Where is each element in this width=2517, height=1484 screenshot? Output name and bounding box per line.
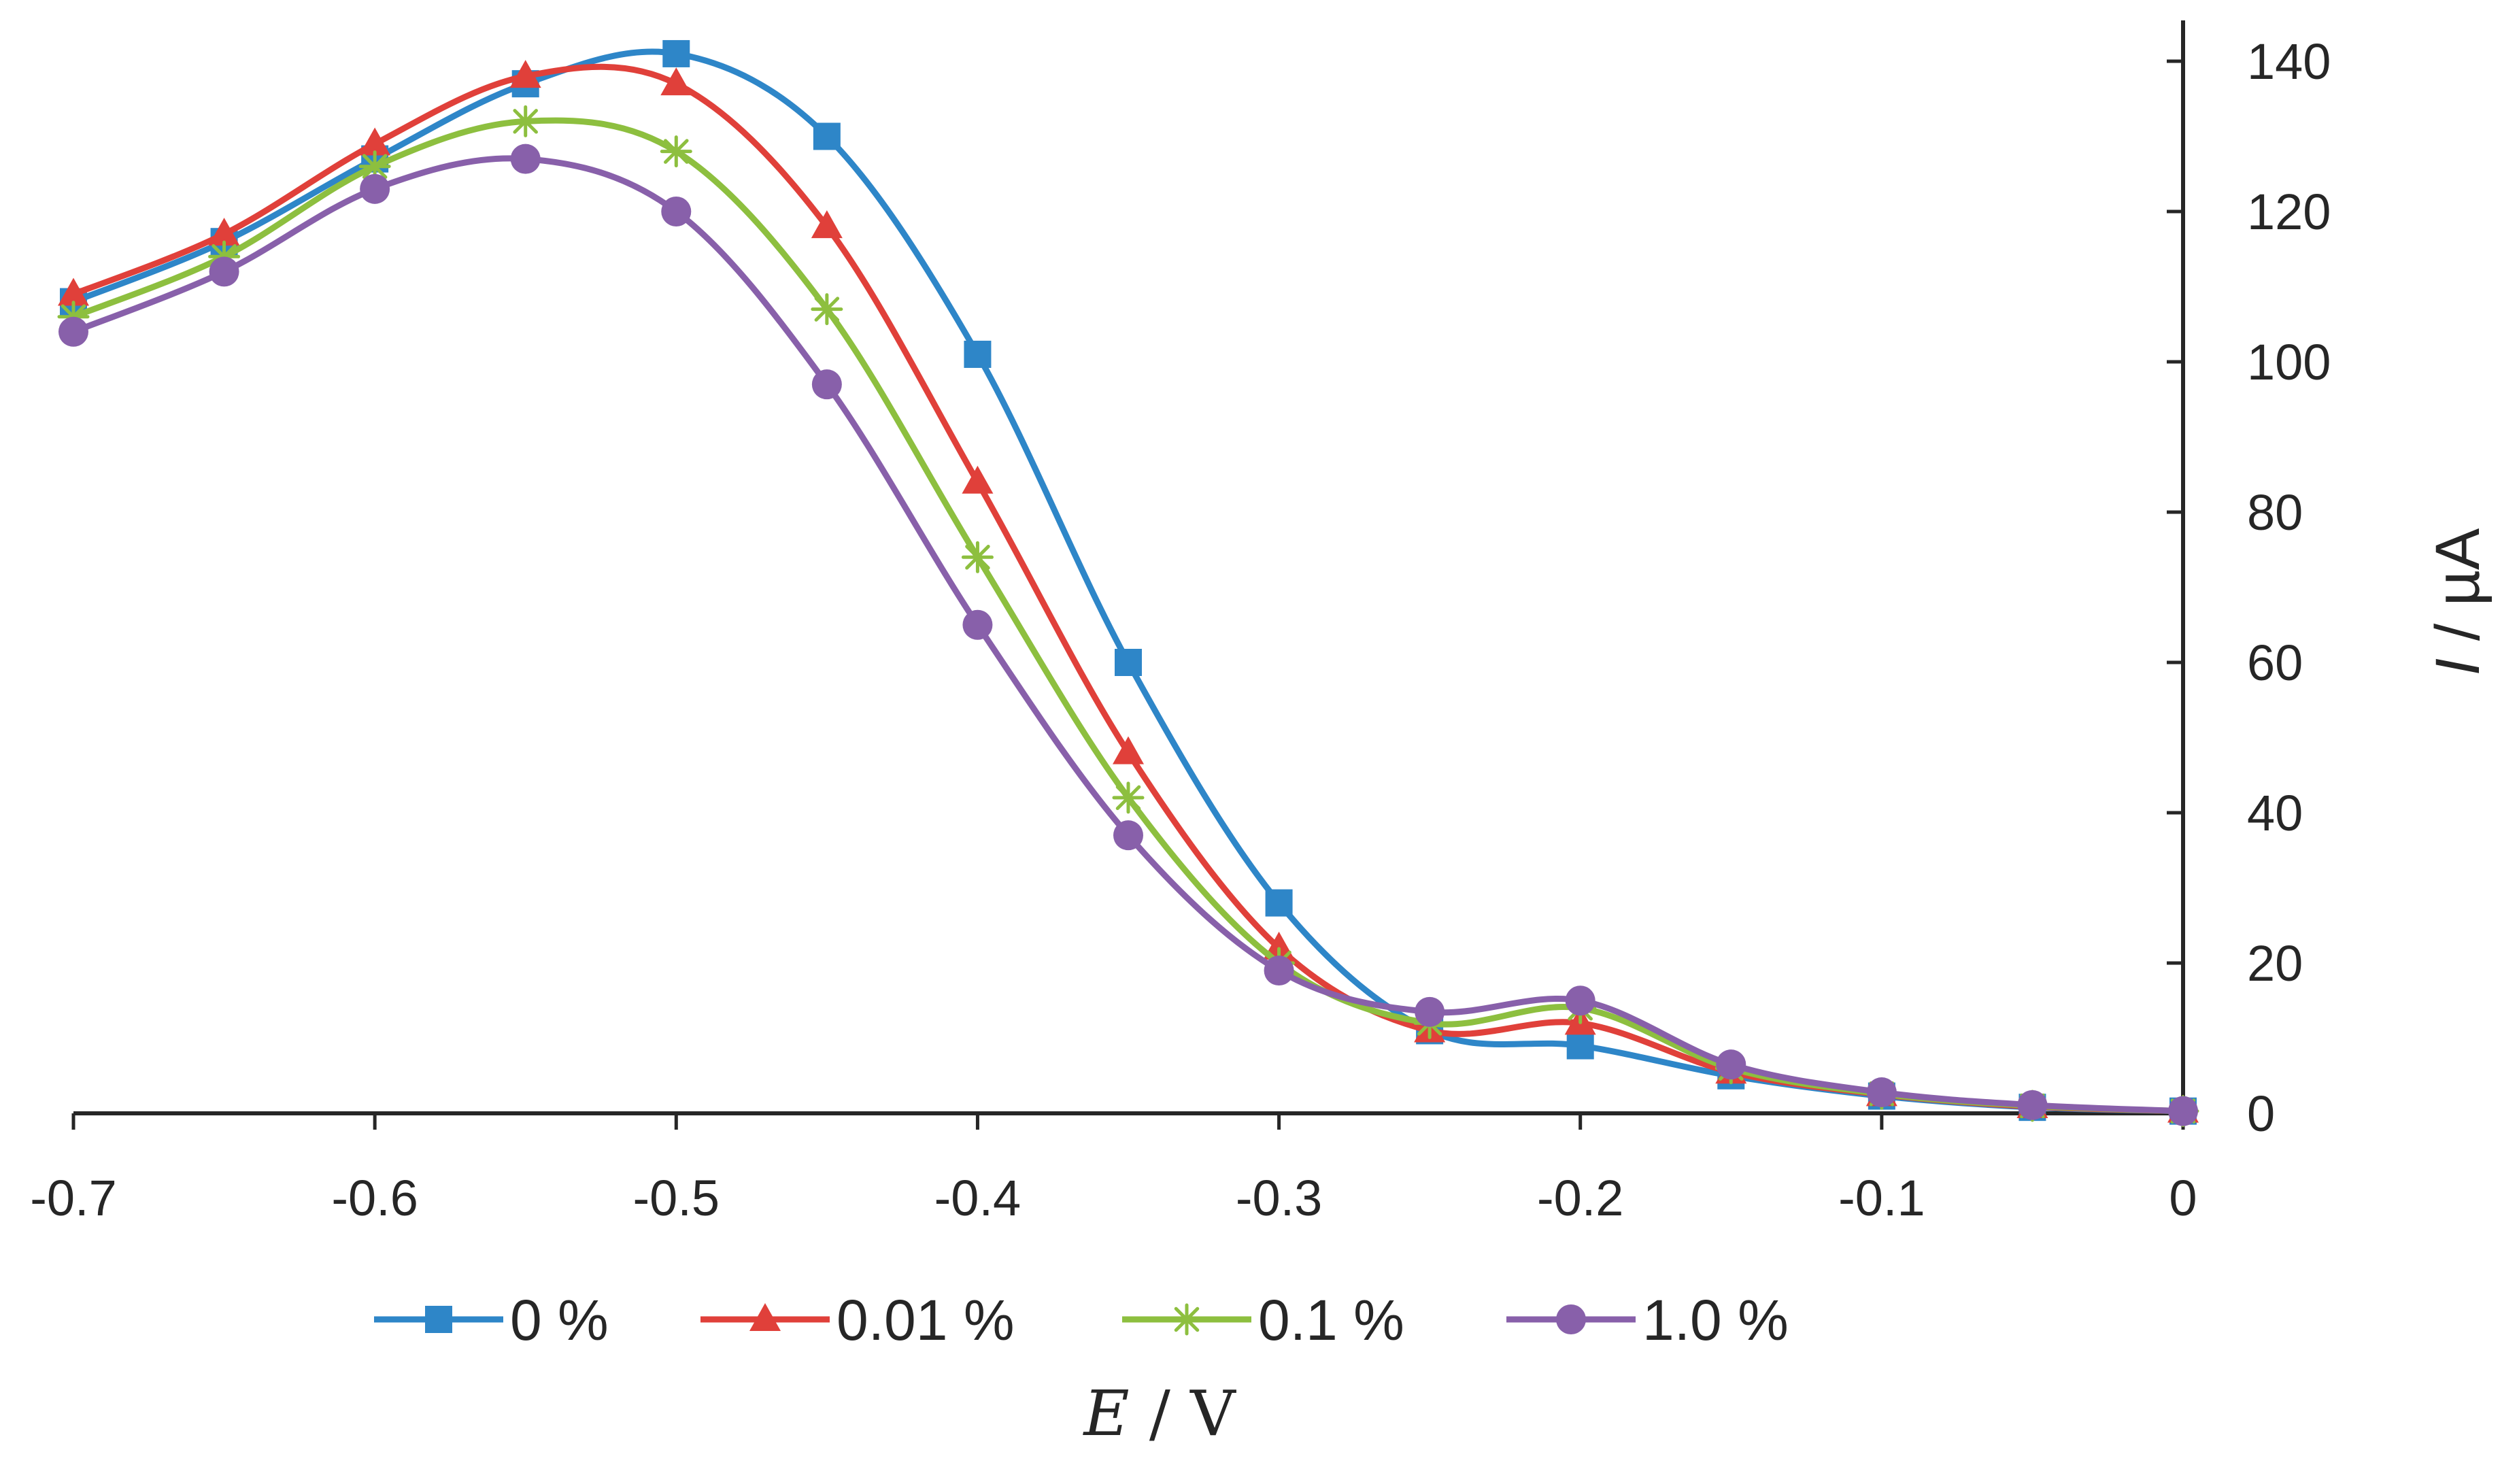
- legend-item: 1.0 %: [1506, 1288, 1789, 1352]
- legend-marker: [425, 1306, 452, 1333]
- legend-marker: [749, 1303, 781, 1331]
- data-point: [1415, 996, 1445, 1027]
- series-line: [70, 63, 2186, 1115]
- asterisk-stroke: [965, 545, 990, 570]
- y-tick-label: 140: [2247, 33, 2331, 90]
- axes: [73, 20, 2185, 1115]
- data-point: [1716, 1049, 1746, 1080]
- data-point: [1264, 956, 1294, 986]
- legend-item: 0.01 %: [700, 1288, 1015, 1352]
- series-line: [70, 48, 2186, 1115]
- data-point: [1566, 1032, 1594, 1060]
- data-point: [961, 541, 994, 573]
- x-tick-label: -0.6: [331, 1170, 418, 1226]
- asterisk-stroke: [814, 297, 840, 322]
- y-tick-label: 40: [2247, 785, 2303, 841]
- data-point: [58, 316, 88, 347]
- x-tick-label: -0.5: [633, 1170, 720, 1226]
- y-axis-ticks: 0 20 40 60 80 100 120 140: [2167, 33, 2331, 1142]
- data-point: [962, 609, 993, 640]
- data-point: [358, 150, 391, 183]
- data-point: [2017, 1090, 2048, 1120]
- legend: 0 % 0.01 % 0.1 % 1.0 %: [374, 1288, 1789, 1352]
- x-axis-ticks: -0.7 -0.6 -0.5 -0.4 -0.3 -0.2 -0.1 0: [30, 1113, 2197, 1226]
- data-point: [1565, 985, 1595, 1016]
- x-axis-title: E / V: [1082, 1377, 1236, 1450]
- legend-item: 0.1 %: [1122, 1288, 1404, 1352]
- y-axis-unit: / µA: [2423, 528, 2493, 658]
- x-axis-unit: / V: [1130, 1377, 1236, 1450]
- data-point: [660, 67, 692, 96]
- legend-label: 1.0 %: [1642, 1288, 1789, 1352]
- y-tick-label: 0: [2247, 1085, 2275, 1142]
- data-point: [660, 135, 692, 168]
- y-tick-label: 20: [2247, 935, 2303, 992]
- data-point: [962, 465, 994, 494]
- y-tick-label: 120: [2247, 184, 2331, 240]
- data-point: [1113, 820, 1143, 851]
- y-tick-label: 60: [2247, 635, 2303, 691]
- data-point: [509, 60, 541, 88]
- series-3: [58, 144, 2198, 1126]
- y-tick-label: 80: [2247, 484, 2303, 541]
- asterisk-stroke: [1115, 785, 1141, 811]
- data-point: [1112, 781, 1145, 814]
- legend-item: 0 %: [374, 1288, 609, 1352]
- y-axis-variable: I: [2423, 658, 2493, 676]
- legend-label: 0.01 %: [837, 1288, 1015, 1352]
- legend-marker: [1556, 1304, 1586, 1334]
- data-point: [510, 144, 541, 174]
- x-tick-label: -0.3: [1236, 1170, 1323, 1226]
- data-point: [1265, 889, 1293, 917]
- asterisk-stroke: [664, 139, 689, 164]
- data-point: [964, 340, 992, 368]
- data-point: [1115, 649, 1142, 676]
- data-point: [509, 105, 542, 137]
- asterisk-stroke: [362, 154, 388, 179]
- data-point: [811, 369, 842, 400]
- x-tick-label: -0.4: [934, 1170, 1021, 1226]
- data-point: [360, 173, 390, 204]
- series-line: [70, 155, 2186, 1115]
- legend-label: 0.1 %: [1258, 1288, 1404, 1352]
- data-point: [359, 127, 391, 156]
- data-point: [1263, 931, 1295, 960]
- data-point: [58, 277, 89, 306]
- series-line: [70, 117, 2186, 1115]
- series-1: [58, 60, 2199, 1123]
- x-axis-variable: E: [1082, 1377, 1129, 1450]
- data-point: [1866, 1077, 1897, 1108]
- data-point: [1113, 736, 1144, 764]
- data-point: [661, 197, 692, 226]
- data-point: [209, 256, 239, 287]
- legend-label: 0 %: [510, 1288, 609, 1352]
- asterisk-stroke: [513, 109, 538, 134]
- series-layer: [57, 39, 2199, 1128]
- x-tick-label: -0.2: [1537, 1170, 1624, 1226]
- x-tick-label: 0: [2169, 1170, 2197, 1226]
- data-point: [811, 293, 843, 326]
- x-tick-label: -0.7: [30, 1170, 117, 1226]
- y-axis-title: I / µA: [2423, 528, 2493, 675]
- data-point: [811, 210, 843, 239]
- data-point: [662, 39, 690, 67]
- data-point: [208, 218, 240, 246]
- data-point: [813, 122, 841, 150]
- asterisk-stroke: [1174, 1306, 1200, 1332]
- y-tick-label: 100: [2247, 334, 2331, 390]
- series-2: [57, 105, 2199, 1128]
- x-tick-label: -0.1: [1838, 1170, 1925, 1226]
- data-point: [2168, 1096, 2198, 1126]
- legend-marker: [1170, 1303, 1203, 1336]
